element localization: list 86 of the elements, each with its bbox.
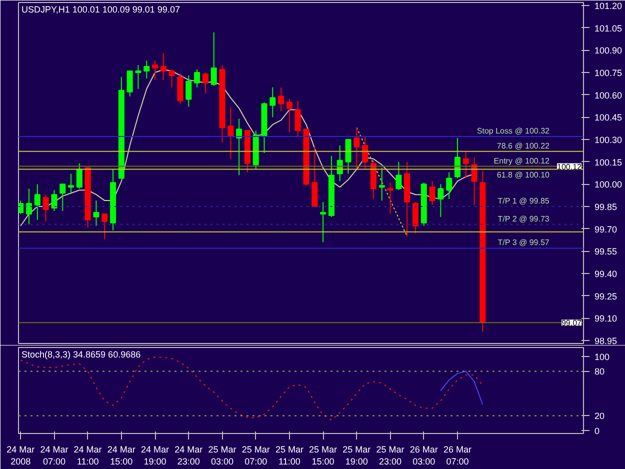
y-tick-label: 100.45 [594,112,622,123]
y-tick-label: 100.00 [594,180,622,190]
candlestick [286,98,292,133]
x-tick-label: 25 Mar 15:00 [309,444,338,466]
candlestick [228,106,234,160]
ref-line-label: 78.6 @ 100.22 [496,141,550,150]
candlestick [177,73,184,104]
y-tick-label: 99.85 [594,202,618,212]
candlestick [144,60,150,79]
candlestick [126,70,133,97]
chart-title: Stoch(8,3,3) 34.8659 60.9686 [22,350,141,360]
y-tick-label: 99.70 [594,224,618,234]
candlestick [194,69,200,88]
y-tick-label: 80 [594,366,605,377]
annotation: 100.12 [557,162,582,172]
y-tick-label: 100.75 [594,68,622,78]
candlestick [270,86,276,118]
y-tick-label: 99.55 [594,246,618,257]
candlestick [34,184,40,220]
candlestick [446,172,452,200]
x-tick-label: 25 Mar 03:00 [208,444,236,466]
line-series [440,370,484,406]
candlestick [60,184,66,212]
x-tick-label: 26 Mar 03:00 [410,444,438,466]
ref-line-label: T/P 3 @ 99.57 [498,238,550,248]
candlestick [378,167,385,202]
x-tick-label: 25 Mar 19:00 [342,444,371,466]
y-tick-label: 100.15 [594,157,622,168]
x-tick-label: 24 Mar 15:00 [107,444,136,466]
candlestick [152,60,158,80]
candlestick [278,86,284,112]
x-tick-label: 24 Mar 19:00 [141,444,170,466]
y-tick-label: 98.95 [594,336,618,346]
y-tick-label: 101.05 [594,23,622,34]
candlestick [93,200,100,226]
candlestick [18,200,24,214]
ref-line-label: Stop Loss @ 100.32 [476,126,550,136]
candlestick [68,173,74,194]
candlestick [51,190,58,212]
x-tick-label: 24 Mar 07:00 [40,444,68,466]
ref-line-label: T/P 1 @ 99.85 [498,196,550,206]
candlestick [210,32,217,86]
x-tick-label: 26 Mar 07:00 [443,444,472,466]
y-tick-label: 100.30 [594,134,622,145]
candlestick [412,202,418,234]
candlestick [135,64,142,90]
candlestick [312,146,318,208]
candlestick [236,118,242,176]
candlestick [345,138,352,174]
candlestick [160,52,166,80]
candlestick [168,69,175,88]
y-tick-label: 100 [594,352,610,362]
ref-line-label: T/P 2 @ 99.73 [498,214,550,224]
x-tick-label: 24 Mar 2008 [6,444,35,466]
ref-line-label: Entry @ 100.12 [494,156,550,166]
y-tick-label: 100.60 [594,90,622,100]
y-tick-label: 20 [594,411,605,422]
candlestick [202,72,208,94]
candlestick [76,162,82,190]
y-tick-label: 101.20 [594,0,622,11]
x-tick-label: 24 Mar 23:00 [174,444,203,466]
candlestick [462,150,469,179]
y-tick-label: 99.10 [594,314,618,324]
x-tick-label: 25 Mar 11:00 [275,444,304,466]
candlestick [26,188,32,225]
x-tick-label: 25 Mar 07:00 [242,444,270,466]
candlestick [438,184,444,218]
x-tick-label: 24 Mar 11:00 [74,444,102,466]
x-tick-label: 25 Mar 23:00 [376,444,404,466]
chart-title: USDJPY,H1 100.01 100.09 99.01 99.07 [22,4,180,14]
candlestick [294,100,301,138]
annotation: 99.07 [561,318,582,328]
y-tick-label: 99.40 [594,269,618,280]
ref-line-label: 61.8 @ 100.10 [496,170,550,180]
y-tick-label: 100.90 [594,46,622,56]
y-tick-label: 99.25 [594,291,618,302]
candlestick [387,182,394,214]
candlestick [186,74,192,108]
candlestick [362,136,368,170]
y-tick-label: 0 [594,426,600,436]
candlestick [320,202,326,243]
candlestick [429,180,436,206]
candlestick [396,161,402,191]
candlestick [102,213,108,240]
candlestick [354,127,360,170]
candlestick [42,194,49,222]
